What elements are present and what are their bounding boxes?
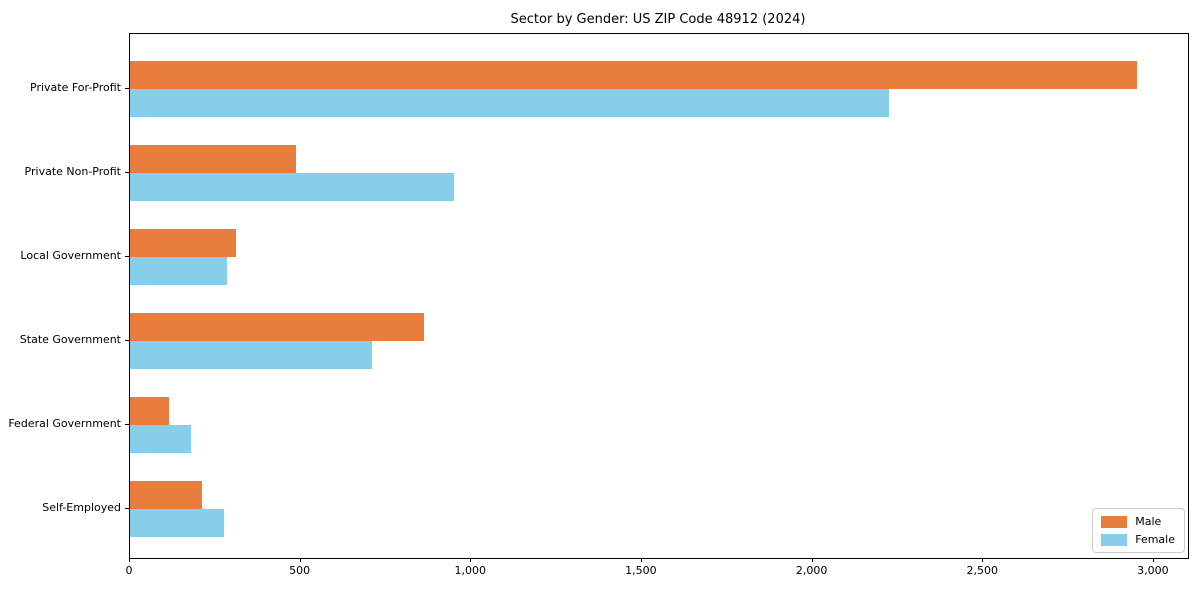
legend: Male Female (1092, 508, 1185, 553)
x-tick-mark (1152, 558, 1154, 562)
bar-male (130, 229, 236, 257)
bar-female (130, 341, 373, 369)
y-tick-mark (125, 256, 129, 257)
bar-male (130, 313, 424, 341)
x-tick-label: 2,000 (795, 564, 828, 577)
x-tick-label: 0 (125, 564, 133, 577)
legend-label: Male (1135, 515, 1162, 528)
y-tick-mark (125, 424, 129, 425)
y-tick-mark (125, 88, 129, 89)
bar-female (130, 89, 890, 117)
bar-male (130, 145, 296, 173)
bar-male (130, 481, 202, 509)
bar-male (130, 61, 1137, 89)
x-tick-mark (470, 558, 472, 562)
male-swatch-icon (1101, 515, 1128, 528)
y-axis-label: Local Government (20, 249, 121, 262)
bar-male (130, 397, 170, 425)
y-axis-label: State Government (19, 333, 121, 346)
x-tick-mark (640, 558, 642, 562)
x-tick-mark (129, 558, 130, 562)
x-tick-label: 1,500 (625, 564, 657, 577)
x-tick-label: 2,500 (966, 564, 998, 577)
y-tick-mark (125, 508, 129, 509)
y-tick-mark (125, 172, 129, 173)
x-tick-mark (811, 558, 813, 562)
y-axis-label: Federal Government (8, 417, 121, 430)
y-axis-label: Private Non-Profit (24, 165, 121, 178)
x-tick-label: 500 (289, 564, 311, 577)
y-tick-mark (125, 340, 129, 341)
x-tick-mark (982, 558, 984, 562)
y-axis-label: Private For-Profit (30, 81, 121, 94)
y-axis-label: Self-Employed (42, 501, 121, 514)
chart-title: Sector by Gender: US ZIP Code 48912 (202… (510, 12, 806, 27)
x-tick-label: 1,000 (454, 564, 487, 577)
bar-female (130, 173, 455, 201)
legend-entry: Male (1101, 515, 1175, 528)
female-swatch-icon (1101, 533, 1128, 546)
bar-female (130, 257, 228, 285)
bar-female (130, 425, 192, 453)
x-tick-mark (299, 558, 301, 562)
legend-entry: Female (1101, 533, 1175, 546)
plot-area: Male Female (129, 33, 1189, 559)
x-tick-label: 3,000 (1137, 564, 1169, 577)
bar-female (130, 509, 224, 537)
legend-label: Female (1135, 533, 1175, 546)
